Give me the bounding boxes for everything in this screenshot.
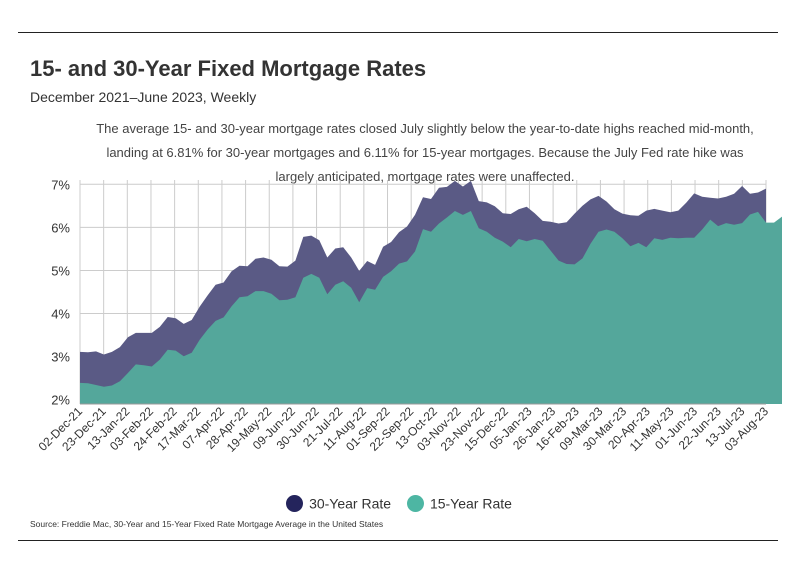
y-tick-label: 3% <box>51 350 70 365</box>
legend-item-15-year: 15-Year Rate <box>406 494 512 513</box>
legend-item-30-year: 30-Year Rate <box>286 494 392 513</box>
y-tick-label: 5% <box>51 263 70 278</box>
y-tick-label: 7% <box>51 177 70 192</box>
legend-label-30-year: 30-Year Rate <box>309 495 392 512</box>
chart-caption: The average 15- and 30-year mortgage rat… <box>80 117 770 189</box>
y-tick-label: 6% <box>51 220 70 235</box>
chart-legend: 30-Year Rate 15-Year Rate <box>0 494 798 513</box>
caption-line: landing at 6.81% for 30-year mortgages a… <box>106 145 744 160</box>
caption-line: largely anticipated, mortgage rates were… <box>275 169 575 184</box>
source-note: Source: Freddie Mac, 30-Year and 15-Year… <box>30 519 384 529</box>
chart-subtitle: December 2021–June 2023, Weekly <box>30 89 257 105</box>
legend-swatch-30-year <box>286 495 304 513</box>
bottom-rule <box>18 540 778 541</box>
caption-line: The average 15- and 30-year mortgage rat… <box>96 121 754 136</box>
chart-title: 15- and 30-Year Fixed Mortgage Rates <box>30 56 427 81</box>
legend-label-15-year: 15-Year Rate <box>429 495 512 512</box>
legend-swatch-15-year <box>406 495 424 513</box>
top-rule <box>18 32 778 33</box>
y-tick-label: 2% <box>51 393 70 408</box>
y-tick-label: 4% <box>51 307 70 322</box>
series-15-year-area <box>80 211 782 404</box>
